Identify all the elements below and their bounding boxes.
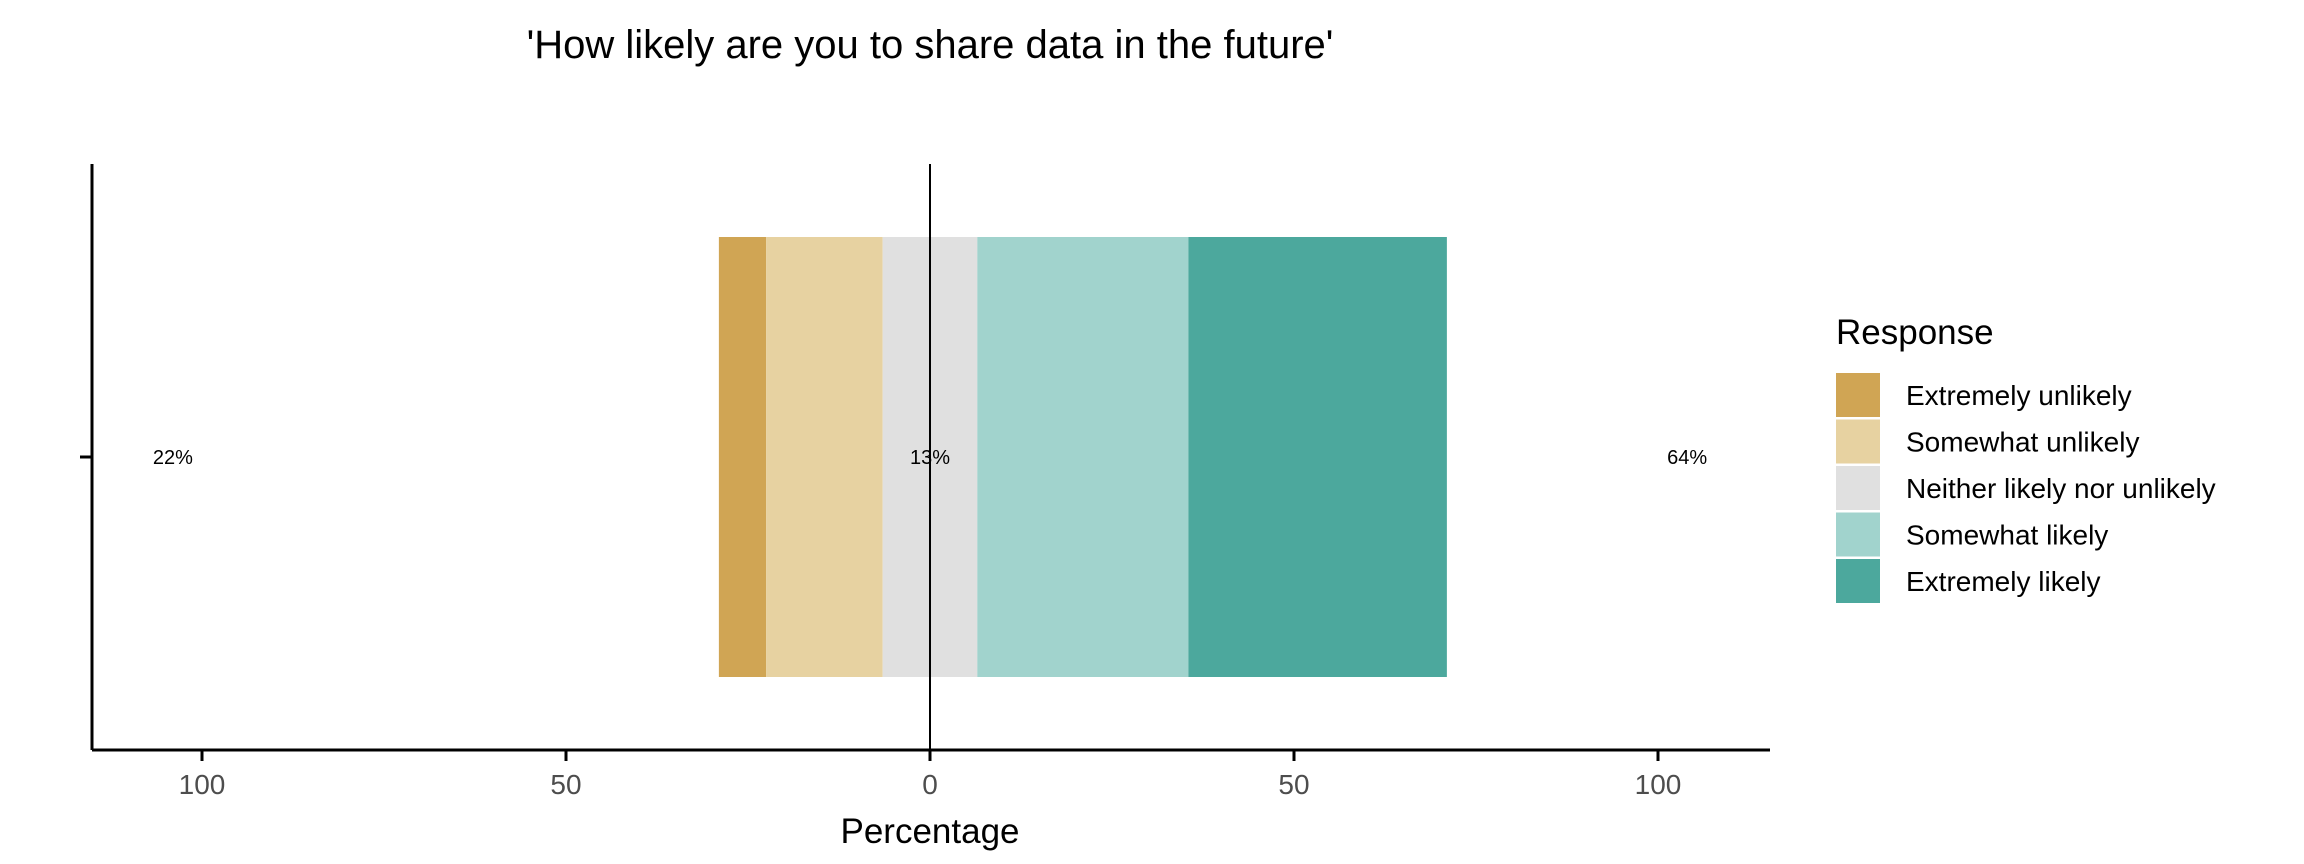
data-label-neutral: 13% <box>910 447 950 469</box>
legend: Response Extremely unlikely Somewhat unli… <box>1836 313 2216 603</box>
bar-segment-somewhat-likely <box>977 237 1189 677</box>
bar-segment-extremely-likely <box>1188 237 1447 677</box>
legend-key-extremely-likely <box>1836 559 1880 603</box>
x-tick-label: 0 <box>922 769 938 800</box>
data-label-low: 22% <box>153 447 193 469</box>
bars-group <box>718 237 1447 677</box>
legend-label-somewhat-likely: Somewhat likely <box>1906 520 2108 551</box>
x-tick-label: 50 <box>1278 769 1309 800</box>
legend-label-extremely-likely: Extremely likely <box>1906 566 2100 597</box>
legend-key-somewhat-unlikely <box>1836 419 1880 464</box>
legend-label-neither-likely-nor-unlikely: Neither likely nor unlikely <box>1906 473 2216 504</box>
x-tick-label: 100 <box>1635 769 1682 800</box>
legend-key-extremely-unlikely <box>1836 373 1880 417</box>
legend-items: Extremely unlikely Somewhat unlikely Neith… <box>1836 373 2216 603</box>
x-tick-label: 50 <box>550 769 581 800</box>
x-axis-title: Percentage <box>840 812 1019 851</box>
data-label-high: 64% <box>1667 447 1707 469</box>
bar-segment-extremely-unlikely <box>718 237 767 677</box>
legend-key-neither-likely-nor-unlikely <box>1836 466 1880 510</box>
bar-segment-somewhat-unlikely <box>766 237 883 677</box>
legend-label-somewhat-unlikely: Somewhat unlikely <box>1906 427 2139 458</box>
x-tick-label: 100 <box>179 769 226 800</box>
x-axis-ticks: 100 50 0 50 100 <box>179 750 1682 800</box>
legend-key-somewhat-likely <box>1836 512 1880 557</box>
legend-title: Response <box>1836 313 1994 352</box>
chart-title: 'How likely are you to share data in the… <box>527 23 1334 67</box>
legend-label-extremely-unlikely: Extremely unlikely <box>1906 380 2132 411</box>
